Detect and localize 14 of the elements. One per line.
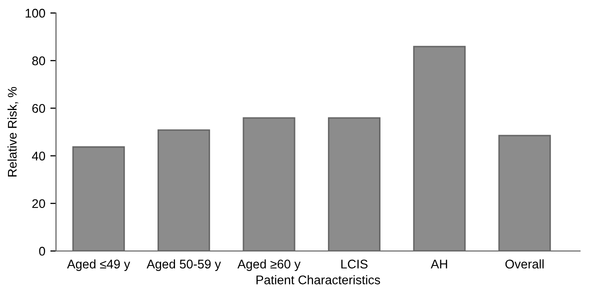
x-tick-label: AH	[430, 260, 448, 268]
y-tick-label: 40	[32, 152, 46, 160]
y-tick-label: 20	[32, 199, 46, 208]
y-tick-label: 100	[26, 8, 46, 18]
y-tick-label: 60	[32, 104, 46, 113]
y-tick-label: 80	[32, 56, 46, 66]
x-tick-label: Aged 50-59 y	[146, 259, 221, 271]
x-tick-label: Overall	[505, 259, 544, 269]
y-axis-title: Relative Risk, %	[8, 86, 18, 176]
x-tick-label: Aged ≥60 y	[237, 259, 301, 271]
y-tick-label: 0	[39, 246, 46, 256]
x-axis-title: Patient Characteristics	[256, 275, 380, 284]
x-tick-label: Aged ≤49 y	[67, 259, 130, 271]
x-tick-label: LCIS	[341, 260, 368, 269]
